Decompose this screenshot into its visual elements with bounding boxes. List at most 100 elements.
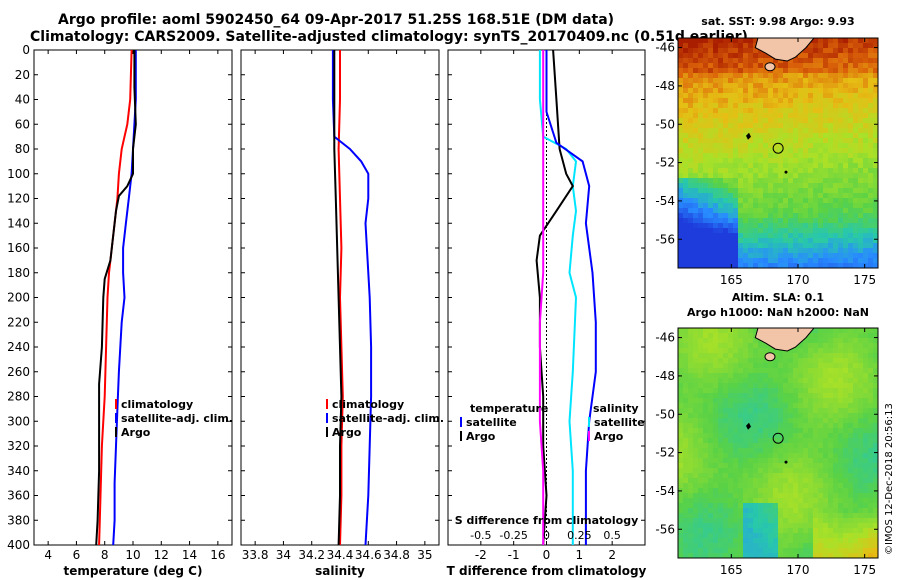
map-cell bbox=[678, 353, 684, 359]
map-cell bbox=[838, 93, 844, 99]
map-cell bbox=[758, 218, 764, 224]
map-cell bbox=[718, 373, 724, 379]
map-cell bbox=[678, 403, 684, 409]
map-cell bbox=[773, 58, 779, 64]
map-cell bbox=[728, 43, 734, 49]
map-cell bbox=[678, 143, 684, 149]
map-cell bbox=[768, 498, 774, 504]
map-cell bbox=[828, 328, 834, 334]
map-cell bbox=[683, 393, 689, 399]
map-cell bbox=[778, 493, 784, 499]
map-cell bbox=[683, 223, 689, 229]
map-cell bbox=[793, 423, 799, 429]
map-cell bbox=[873, 368, 878, 374]
map-cell bbox=[838, 388, 844, 394]
map-cell bbox=[743, 243, 749, 249]
map-cell bbox=[733, 108, 739, 114]
map-cell bbox=[738, 228, 744, 234]
map-cell bbox=[678, 73, 684, 79]
map-cell bbox=[718, 213, 724, 219]
map-cell bbox=[793, 368, 799, 374]
map-cell bbox=[733, 118, 739, 124]
map-cell bbox=[813, 418, 819, 424]
map-cell bbox=[818, 518, 824, 524]
map-cell bbox=[753, 223, 759, 229]
map-cell bbox=[788, 238, 794, 244]
map-cell bbox=[763, 463, 769, 469]
map-cell bbox=[818, 343, 824, 349]
map-cell bbox=[713, 433, 719, 439]
map-cell bbox=[838, 408, 844, 414]
map-cell bbox=[808, 398, 814, 404]
map-cell bbox=[823, 178, 829, 184]
map-cell bbox=[823, 443, 829, 449]
map-cell bbox=[813, 528, 819, 534]
map-cell bbox=[763, 188, 769, 194]
map-cell bbox=[688, 363, 694, 369]
map-cell bbox=[728, 173, 734, 179]
map-cell bbox=[788, 198, 794, 204]
map-cell bbox=[738, 38, 744, 44]
map-cell bbox=[828, 188, 834, 194]
map-cell bbox=[828, 443, 834, 449]
map-cell bbox=[693, 83, 699, 89]
map-cell bbox=[683, 388, 689, 394]
map-cell bbox=[748, 78, 754, 84]
map-cell bbox=[688, 508, 694, 514]
map-cell bbox=[838, 193, 844, 199]
map-cell bbox=[783, 443, 789, 449]
map-cell bbox=[873, 93, 878, 99]
map-cell bbox=[773, 353, 779, 359]
map-cell bbox=[778, 528, 784, 534]
map-cell bbox=[828, 78, 834, 84]
map-y-tick-label: -46 bbox=[655, 331, 675, 345]
map-cell bbox=[738, 153, 744, 159]
map-cell bbox=[793, 58, 799, 64]
map-cell bbox=[758, 208, 764, 214]
map-cell bbox=[728, 223, 734, 229]
map-cell bbox=[858, 428, 864, 434]
map-cell bbox=[678, 58, 684, 64]
map-cell bbox=[783, 423, 789, 429]
map-cell bbox=[723, 378, 729, 384]
map-cell bbox=[698, 138, 704, 144]
map-cell bbox=[753, 198, 759, 204]
map-cell bbox=[678, 528, 684, 534]
map-cell bbox=[803, 378, 809, 384]
map-cell bbox=[678, 343, 684, 349]
map-cell bbox=[783, 533, 789, 539]
map-cell bbox=[763, 388, 769, 394]
map-cell bbox=[803, 408, 809, 414]
map-cell bbox=[733, 403, 739, 409]
legend-label: climatology bbox=[121, 398, 193, 411]
map-cell bbox=[763, 528, 769, 534]
map-cell bbox=[858, 93, 864, 99]
map-cell bbox=[708, 338, 714, 344]
map-cell bbox=[693, 393, 699, 399]
map-cell bbox=[768, 183, 774, 189]
map-cell bbox=[728, 543, 734, 549]
map-cell bbox=[823, 188, 829, 194]
map-cell bbox=[723, 428, 729, 434]
map-cell bbox=[793, 358, 799, 364]
map-cell bbox=[683, 498, 689, 504]
map-cell bbox=[838, 178, 844, 184]
map-cell bbox=[773, 223, 779, 229]
map-cell bbox=[713, 403, 719, 409]
legend-label: satellite bbox=[594, 416, 645, 429]
map-cell bbox=[693, 553, 699, 558]
map-cell bbox=[823, 418, 829, 424]
map-cell bbox=[713, 383, 719, 389]
map-cell bbox=[828, 503, 834, 509]
map-cell bbox=[848, 328, 854, 334]
series-line-s-satellite bbox=[545, 50, 597, 545]
map-cell bbox=[703, 553, 709, 558]
map-cell bbox=[773, 408, 779, 414]
map-cell bbox=[863, 213, 869, 219]
map-cell bbox=[723, 223, 729, 229]
map-cell bbox=[838, 88, 844, 94]
map-cell bbox=[723, 203, 729, 209]
map-cell bbox=[868, 533, 874, 539]
map-cell bbox=[798, 103, 804, 109]
map-cell bbox=[703, 528, 709, 534]
